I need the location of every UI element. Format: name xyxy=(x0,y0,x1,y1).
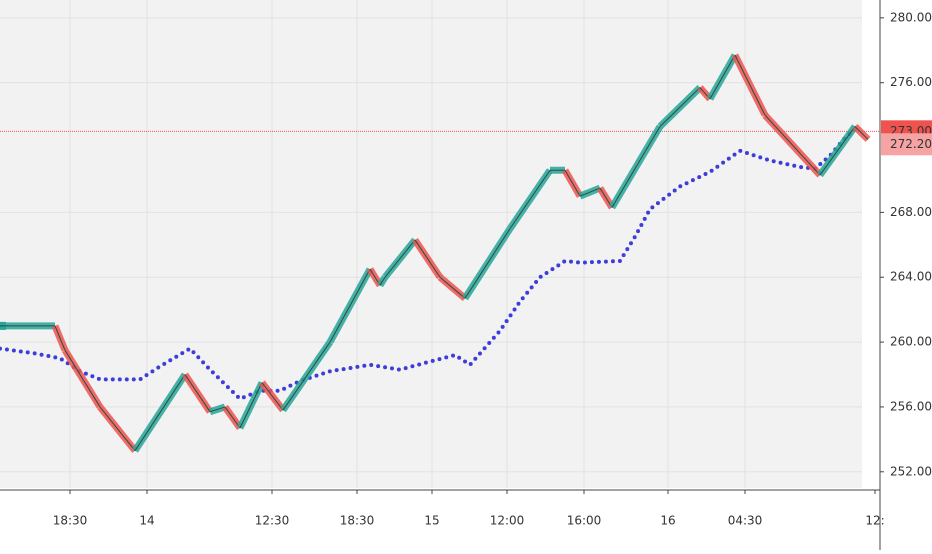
wick xyxy=(134,374,186,451)
wick xyxy=(734,54,766,116)
wick xyxy=(611,126,661,208)
wick xyxy=(854,126,869,140)
wick xyxy=(64,349,101,408)
x-tick-label: 16 xyxy=(660,514,675,528)
y-tick-label: 276.00 xyxy=(890,75,932,89)
plot-area xyxy=(0,0,862,488)
average-dots xyxy=(0,124,860,402)
y-tick-label: 252.00 xyxy=(890,464,932,478)
wick xyxy=(764,114,821,176)
wick xyxy=(414,239,441,278)
wick xyxy=(379,276,386,286)
wick xyxy=(224,406,241,429)
x-tick-label: 18:30 xyxy=(53,514,88,528)
wick xyxy=(184,374,211,413)
y-tick-label: 280.00 xyxy=(890,10,932,24)
wick xyxy=(261,382,284,411)
wick xyxy=(464,228,511,299)
wick xyxy=(509,169,551,229)
y-tick-label: 268.00 xyxy=(890,205,932,219)
wick xyxy=(239,382,263,429)
x-tick-label: 12: xyxy=(865,514,884,528)
x-tick-label: 04:30 xyxy=(728,514,763,528)
wick xyxy=(99,406,136,452)
y-tick-label: 256.00 xyxy=(890,399,932,413)
wick xyxy=(209,406,226,413)
wick xyxy=(579,187,601,197)
wick xyxy=(282,341,331,411)
wick xyxy=(564,169,581,197)
x-tick-label: 18:30 xyxy=(340,514,375,528)
wick xyxy=(819,126,856,176)
wick xyxy=(329,268,371,343)
x-tick-label: 14 xyxy=(139,514,154,528)
y-tick-label: 264.00 xyxy=(890,270,932,284)
x-tick-label: 12:00 xyxy=(490,514,525,528)
wick xyxy=(384,239,416,278)
y-tick-label: 260.00 xyxy=(890,335,932,349)
wick xyxy=(54,325,66,351)
x-tick-label: 12:30 xyxy=(255,514,290,528)
wick xyxy=(659,87,701,127)
x-tick-label: 16:00 xyxy=(567,514,602,528)
x-tick-label: 15 xyxy=(424,514,439,528)
wick xyxy=(709,54,736,100)
price-label-box xyxy=(881,133,932,156)
price-label: 272.20 xyxy=(890,137,932,151)
wick xyxy=(439,276,466,299)
